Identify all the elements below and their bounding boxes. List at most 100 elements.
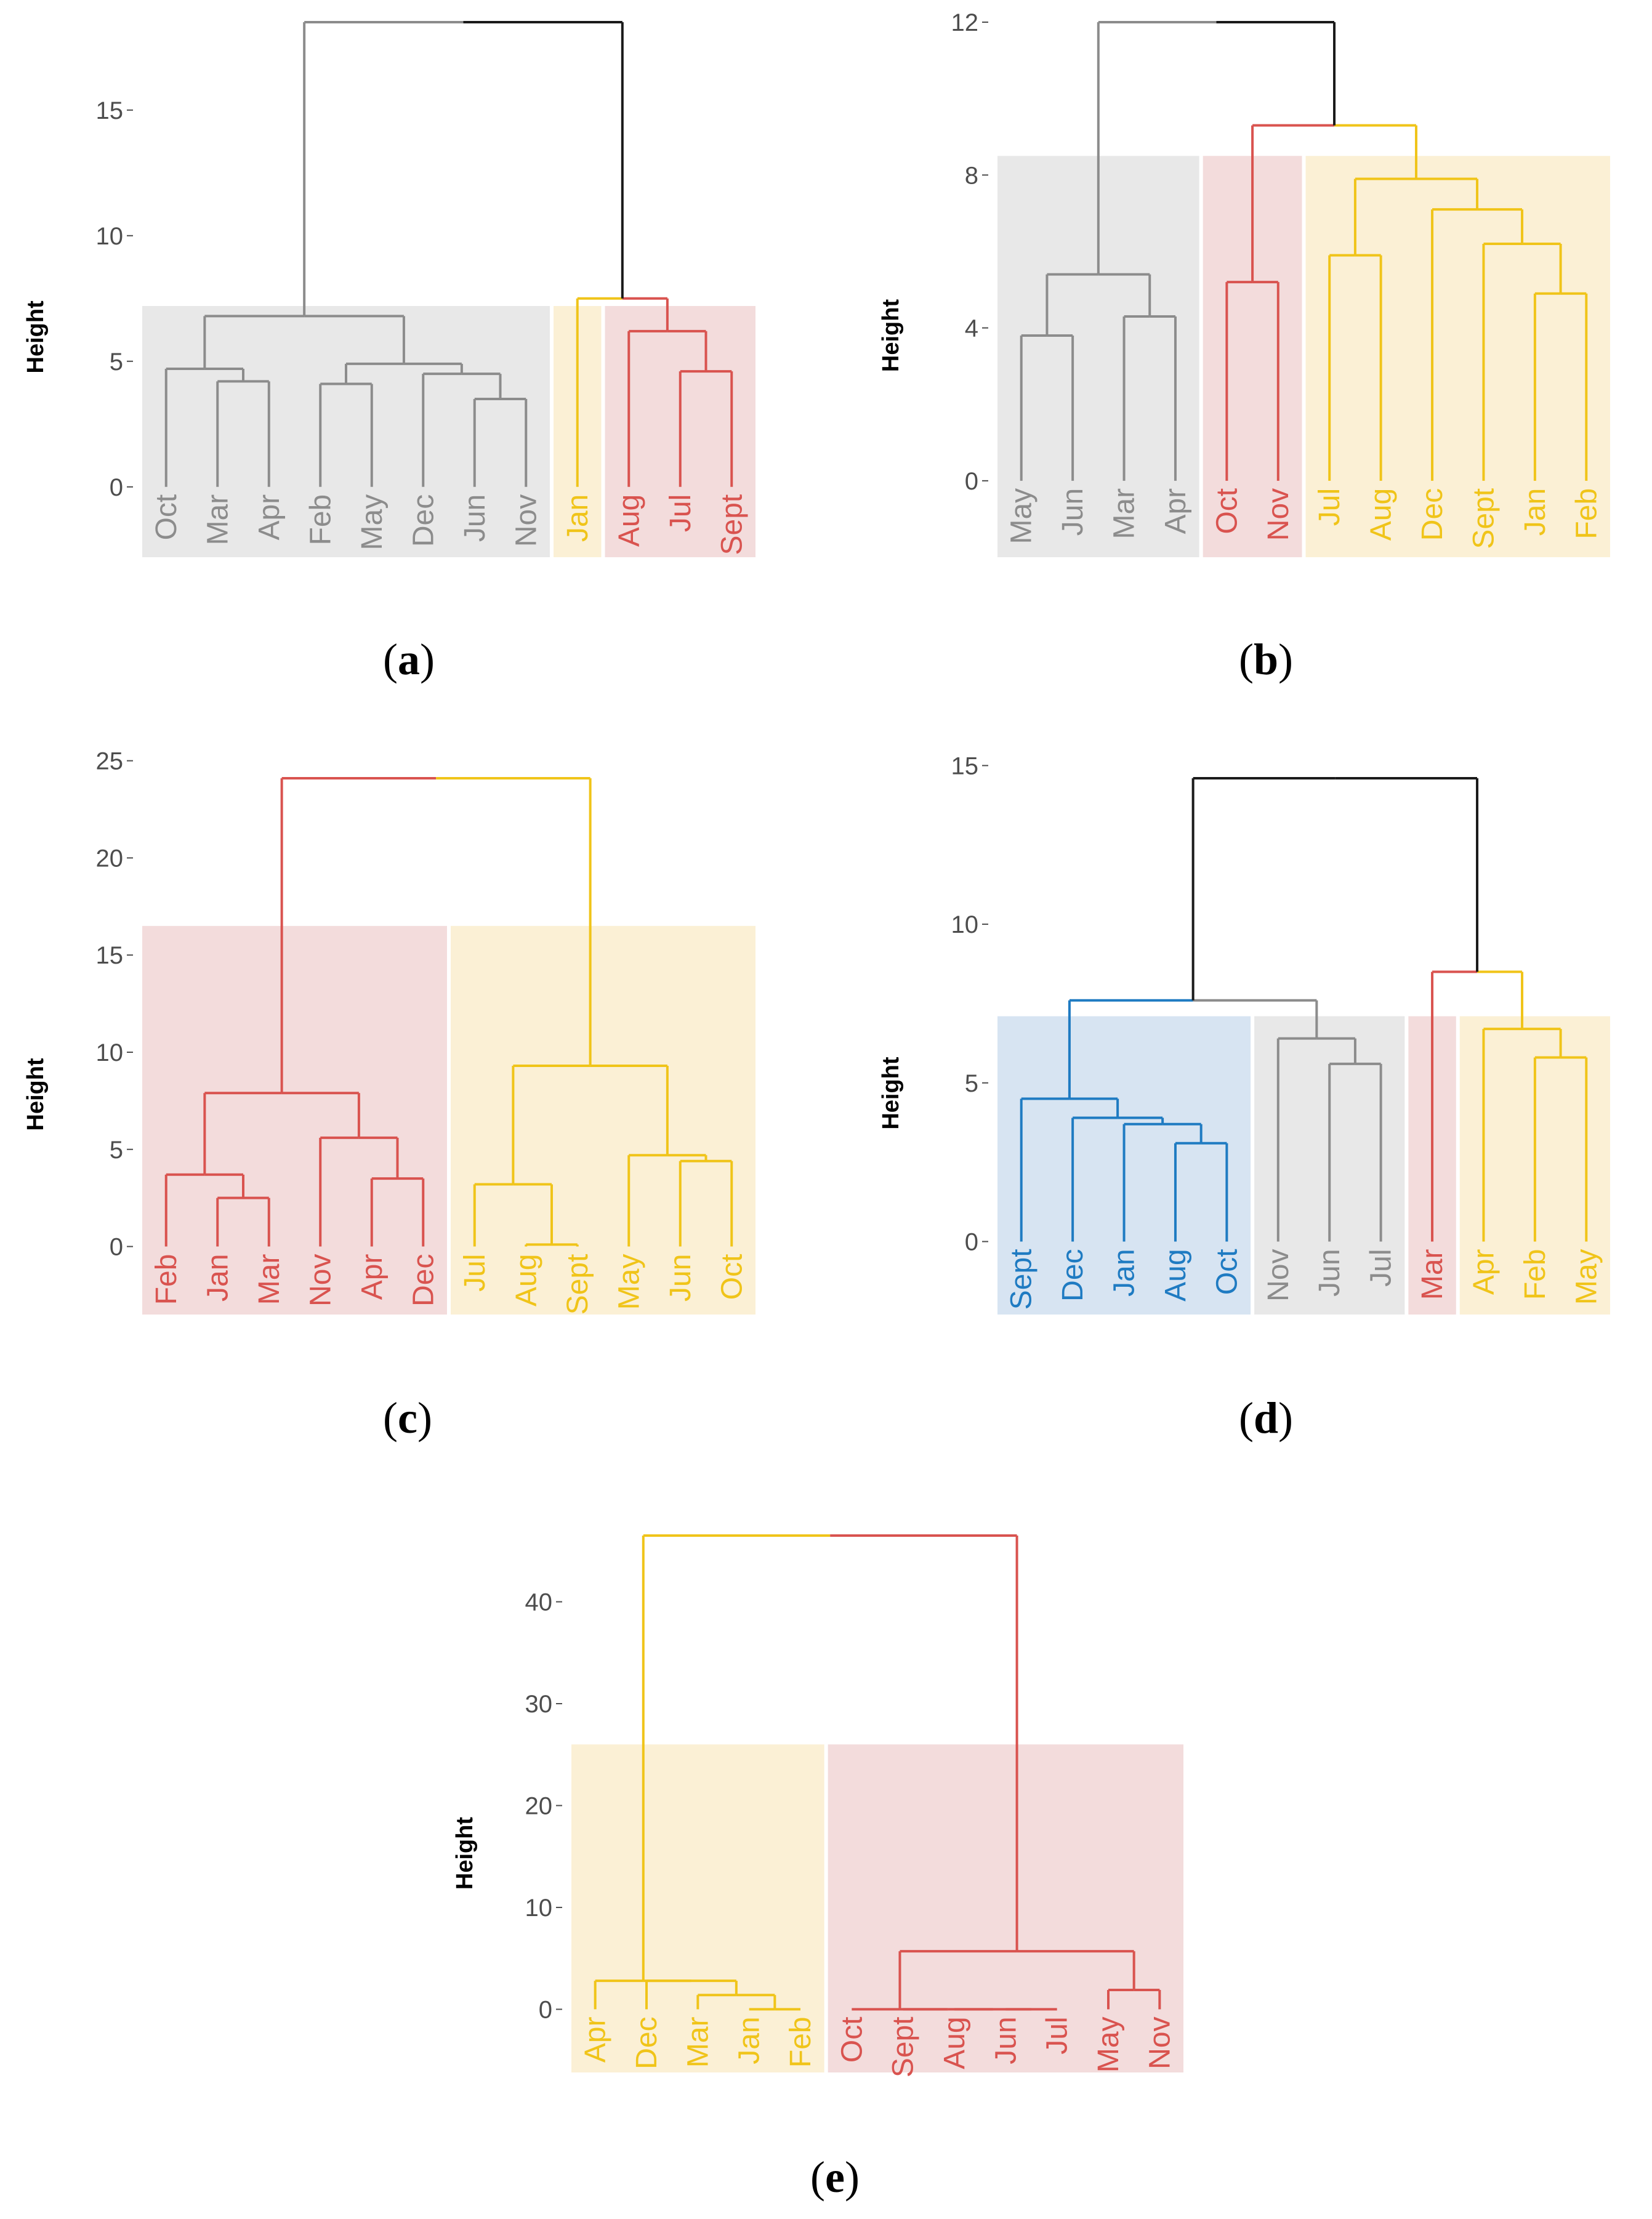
leaf-label-e-feb: Feb (784, 2016, 817, 2068)
leaf-label-d-aug: Aug (1159, 1249, 1192, 1301)
caption-c-letter: c (397, 1393, 417, 1443)
caption-e: (e) (810, 2153, 860, 2202)
ytick-label-c-25: 25 (96, 748, 124, 775)
ytick-label-a-15: 15 (96, 97, 124, 124)
leaf-label-a-mar: Mar (201, 494, 234, 546)
leaf-label-b-sept: Sept (1467, 488, 1500, 549)
leaf-label-c-jan: Jan (201, 1254, 234, 1302)
leaf-label-a-oct: Oct (150, 494, 183, 541)
cluster-box-c-2 (451, 925, 755, 1315)
caption-d: (d) (1239, 1393, 1294, 1443)
y-axis-label-b: Height (878, 299, 904, 373)
leaf-label-a-may: May (356, 494, 389, 550)
leaf-label-b-aug: Aug (1365, 488, 1398, 541)
leaf-label-b-may: May (1005, 488, 1038, 544)
caption-a-letter: a (397, 635, 420, 684)
leaf-label-d-oct: Oct (1211, 1249, 1243, 1295)
cluster-box-a-1 (142, 306, 550, 557)
leaf-label-b-oct: Oct (1211, 488, 1243, 534)
leaf-label-e-jan: Jan (733, 2016, 766, 2064)
leaf-label-a-jun: Jun (459, 494, 491, 542)
ytick-label-e-10: 10 (525, 1895, 553, 1922)
leaf-label-c-feb: Feb (150, 1254, 183, 1305)
ytick-label-d-10: 10 (951, 911, 979, 938)
ytick-label-c-15: 15 (96, 942, 124, 969)
leaf-label-d-sept: Sept (1005, 1249, 1038, 1310)
dendrogram-panel-b: 0 4 8 12 Height May Jun Mar Apr Oct Nov Jul Aug Dec Se… (878, 9, 1610, 557)
ytick-label-a-0: 0 (110, 474, 123, 501)
y-axis-label-e: Height (452, 1817, 478, 1890)
y-axis-label-c: Height (23, 1058, 49, 1131)
ytick-label-c-10: 10 (96, 1039, 124, 1066)
leaf-label-c-jul: Jul (459, 1254, 491, 1292)
leaf-label-e-jul: Jul (1041, 2016, 1074, 2054)
leaf-label-a-feb: Feb (304, 494, 337, 546)
leaf-label-b-apr: Apr (1159, 488, 1192, 534)
leaf-label-c-sept: Sept (562, 1254, 594, 1315)
dendrogram-panel-c: 0 5 10 15 20 25 Height Feb Jan Mar Nov Apr Dec Jul Aug… (23, 748, 755, 1315)
leaf-label-e-may: May (1092, 2016, 1125, 2072)
dendrogram-panel-d: 0 5 10 15 Height Sept Dec Jan Aug Oct Nov Jun Jul Mar… (878, 752, 1610, 1315)
ytick-label-d-0: 0 (965, 1228, 978, 1255)
leaf-label-d-nov: Nov (1262, 1249, 1295, 1301)
leaf-label-d-apr: Apr (1467, 1249, 1500, 1295)
leaf-label-c-jun: Jun (664, 1254, 697, 1302)
leaf-label-a-dec: Dec (407, 494, 440, 547)
ytick-label-e-20: 20 (525, 1792, 553, 1819)
leaf-label-b-dec: Dec (1416, 488, 1449, 541)
ytick-label-d-15: 15 (951, 752, 979, 779)
ytick-label-c-0: 0 (110, 1234, 123, 1261)
leaf-label-d-feb: Feb (1519, 1249, 1552, 1300)
leaf-label-d-dec: Dec (1057, 1249, 1089, 1301)
leaf-label-b-feb: Feb (1570, 488, 1603, 539)
leaf-label-c-mar: Mar (253, 1254, 286, 1305)
caption-b-letter: b (1253, 635, 1279, 684)
leaf-label-d-jun: Jun (1313, 1249, 1346, 1296)
leaf-label-d-jan: Jan (1108, 1249, 1141, 1296)
leaf-label-b-mar: Mar (1108, 488, 1141, 539)
ytick-label-c-20: 20 (96, 845, 124, 872)
leaf-label-a-apr: Apr (253, 494, 286, 541)
leaf-label-c-nov: Nov (304, 1254, 337, 1307)
leaf-label-c-apr: Apr (356, 1254, 389, 1300)
y-axis-label-d: Height (878, 1057, 904, 1130)
leaf-label-c-may: May (613, 1254, 645, 1310)
ytick-label-c-5: 5 (110, 1137, 123, 1164)
leaf-label-d-mar: Mar (1416, 1249, 1449, 1300)
leaf-label-d-may: May (1570, 1249, 1603, 1305)
caption-d-letter: d (1253, 1393, 1279, 1443)
leaf-label-a-sept: Sept (715, 494, 748, 555)
leaf-label-e-apr: Apr (579, 2016, 612, 2063)
ytick-label-b-0: 0 (965, 468, 978, 495)
dendrogram-panel-a: 0 5 10 15 Height Oct Mar Apr Feb May Dec Jun Nov Jan A… (23, 21, 755, 557)
leaf-label-a-jan: Jan (562, 494, 594, 542)
cluster-box-e-1 (571, 1744, 824, 2072)
leaf-label-b-jul: Jul (1313, 488, 1346, 526)
leaf-label-e-oct: Oct (836, 2016, 868, 2063)
cluster-box-b-3 (1305, 156, 1610, 557)
leaf-label-d-jul: Jul (1365, 1249, 1398, 1286)
ytick-label-e-40: 40 (525, 1589, 553, 1616)
leaf-label-c-aug: Aug (510, 1254, 542, 1307)
leaf-label-a-aug: Aug (613, 494, 645, 547)
leaf-label-c-dec: Dec (407, 1254, 440, 1307)
caption-b: (b) (1239, 635, 1294, 684)
y-axis-label-a: Height (23, 300, 49, 374)
leaf-label-e-aug: Aug (938, 2016, 971, 2069)
caption-e-letter: e (824, 2153, 845, 2202)
leaf-label-a-jul: Jul (664, 494, 697, 532)
leaf-label-e-sept: Sept (887, 2016, 920, 2077)
leaf-label-e-jun: Jun (989, 2016, 1022, 2064)
ytick-label-e-30: 30 (525, 1691, 553, 1718)
cluster-box-e-2 (828, 1744, 1183, 2072)
ytick-label-e-0: 0 (539, 1996, 552, 2023)
leaf-label-b-nov: Nov (1262, 488, 1295, 541)
leaf-label-e-nov: Nov (1143, 2016, 1176, 2069)
leaf-label-e-dec: Dec (631, 2016, 663, 2069)
leaf-label-c-oct: Oct (715, 1254, 748, 1300)
ytick-label-a-5: 5 (110, 348, 123, 376)
leaf-label-a-nov: Nov (510, 494, 542, 547)
ytick-label-d-5: 5 (965, 1070, 978, 1097)
leaf-label-b-jun: Jun (1057, 488, 1089, 536)
